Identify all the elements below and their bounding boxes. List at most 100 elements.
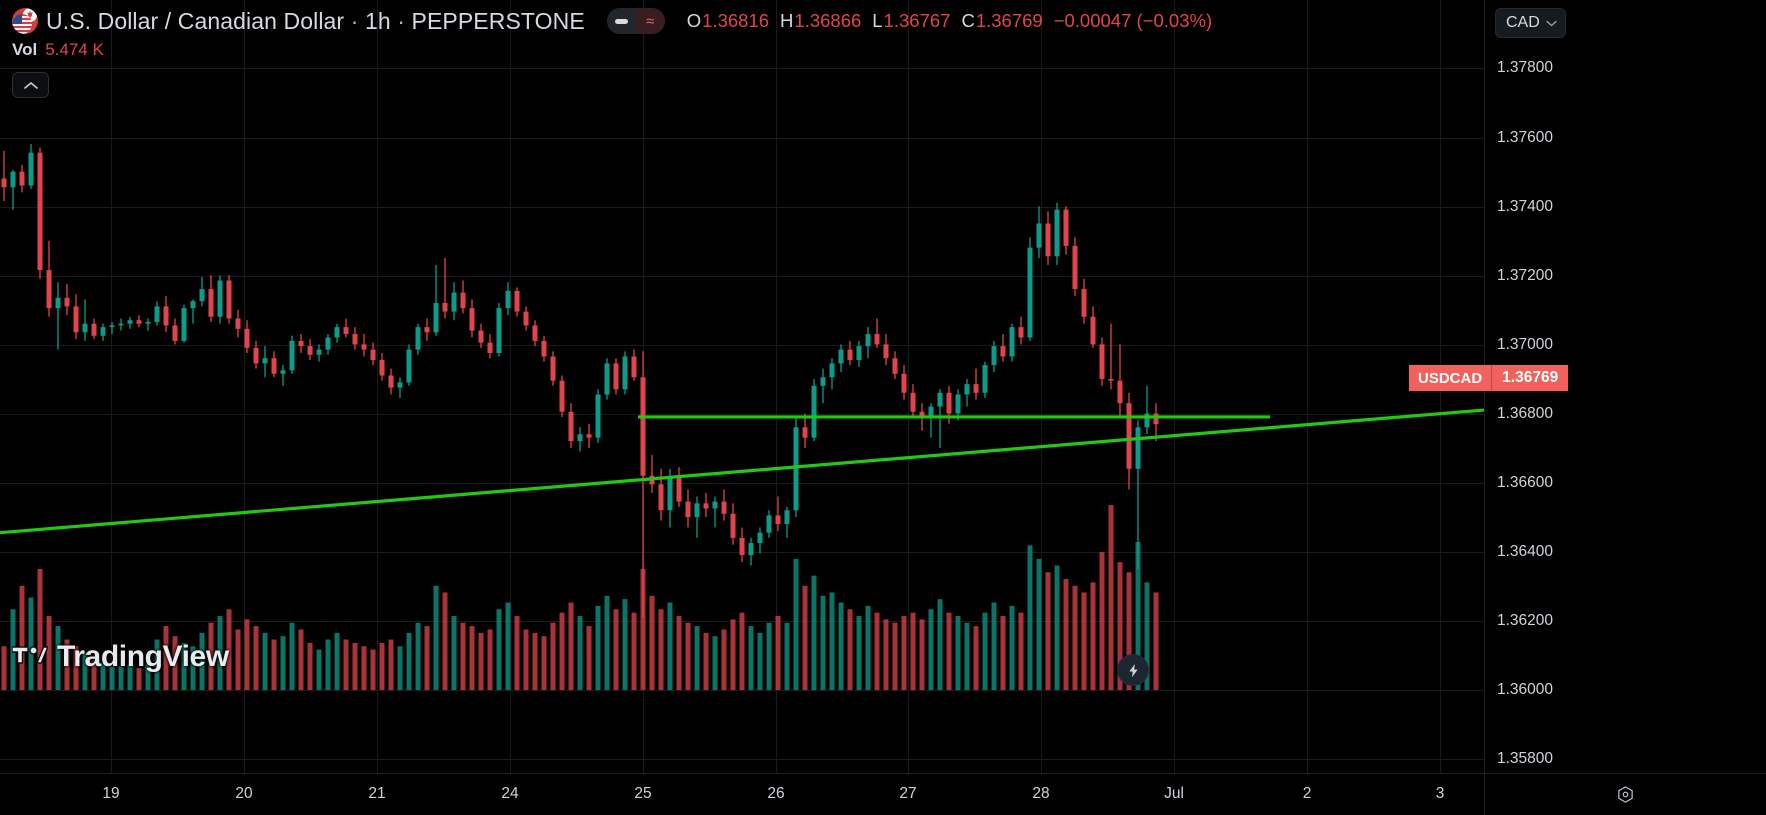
candle-body — [442, 302, 448, 312]
candle-body — [1117, 380, 1123, 404]
volume-bar — [910, 612, 916, 690]
candle-body — [1090, 316, 1096, 345]
volume-bar — [226, 609, 232, 690]
volume-bar — [721, 629, 727, 690]
candle-body — [658, 484, 664, 511]
price-axis[interactable]: CAD 1.37800 1.37600 1.37400 1.37200 1.37000 1… — [1409, 0, 1766, 773]
candle-body — [460, 292, 466, 309]
currency-selector[interactable]: CAD — [1495, 8, 1566, 38]
volume-bar — [163, 626, 169, 690]
volume-bar — [802, 585, 808, 690]
candle-body — [145, 321, 151, 324]
volume-bar — [649, 595, 655, 690]
price-tick-label: 1.37200 — [1497, 267, 1554, 284]
candle-body — [37, 152, 43, 271]
candle-body — [1081, 289, 1087, 317]
candle-body — [928, 406, 934, 417]
time-tick-label: 28 — [1032, 785, 1050, 802]
volume-bar — [766, 622, 772, 690]
trendline[interactable] — [0, 408, 1484, 535]
volume-bar — [667, 602, 673, 690]
volume-bar — [433, 585, 439, 690]
volume-bar — [694, 626, 700, 690]
volume-bar — [253, 626, 259, 690]
volume-bar — [811, 575, 817, 690]
volume-bar — [1144, 582, 1150, 690]
volume-bar — [154, 639, 160, 690]
drawing-annotations[interactable] — [0, 408, 1484, 535]
volume-bar — [478, 632, 484, 690]
candle-body — [838, 349, 844, 364]
candle-body — [910, 392, 916, 412]
chevron-up-icon — [23, 81, 38, 89]
candle-body — [820, 377, 826, 386]
volume-bar — [496, 609, 502, 690]
candle-body — [325, 337, 331, 350]
candle-body — [307, 346, 313, 355]
volume-bar — [1126, 572, 1132, 690]
candle-body — [802, 427, 808, 438]
volume-bar — [1135, 542, 1141, 690]
price-tick-label: 1.36800 — [1497, 405, 1554, 422]
currency-label: CAD — [1506, 14, 1540, 31]
grid-line-horizontal — [0, 414, 1484, 415]
candle-body — [1036, 223, 1042, 248]
volume-bar — [964, 622, 970, 690]
price-tick-label: 1.37800 — [1497, 59, 1554, 76]
candle-body — [19, 171, 25, 186]
chart-plot-area[interactable] — [0, 0, 1484, 773]
candle-body — [1054, 209, 1060, 257]
volume-bar — [1072, 585, 1078, 690]
candle-body — [46, 270, 52, 309]
candle-body — [424, 327, 430, 333]
volume-bar — [325, 639, 331, 690]
candle-body — [676, 477, 682, 502]
volume-bar — [19, 585, 25, 690]
axis-settings-button[interactable] — [1484, 773, 1766, 815]
volume-bar — [64, 639, 70, 690]
volume-bar — [856, 616, 862, 690]
volume-bar — [829, 592, 835, 690]
candle-body — [118, 323, 124, 326]
volume-bar — [415, 622, 421, 690]
grid-line-vertical — [244, 0, 245, 773]
candle-body — [262, 358, 268, 364]
last-price-symbol: USDCAD — [1409, 365, 1492, 391]
volume-bar — [298, 629, 304, 690]
last-price-tag[interactable]: USDCAD 1.36769 — [1409, 365, 1569, 391]
volume-bar — [577, 616, 583, 690]
candle-body — [361, 344, 367, 350]
price-tick-label: 1.37600 — [1497, 129, 1554, 146]
volume-bar — [208, 622, 214, 690]
candle-body — [172, 325, 178, 341]
volume-bar — [631, 612, 637, 690]
collapse-legend-button[interactable] — [12, 72, 49, 98]
volume-bar — [514, 616, 520, 690]
volume-bar — [757, 632, 763, 690]
candle-body — [379, 359, 385, 376]
candle-body — [685, 501, 691, 518]
volume-histogram — [1, 505, 1159, 690]
time-axis[interactable]: 19 20 21 24 25 26 27 28 Jul 2 3 — [0, 773, 1766, 815]
candle-body — [892, 358, 898, 374]
replay-bolt-button[interactable] — [1118, 655, 1148, 685]
candle-group — [1, 144, 1159, 618]
grid-line-vertical — [1041, 0, 1042, 773]
time-tick-label: 3 — [1435, 785, 1445, 802]
volume-bar — [901, 616, 907, 690]
price-tick-label: 1.36200 — [1497, 612, 1554, 629]
candle-body — [154, 306, 160, 322]
candle-body — [370, 349, 376, 360]
volume-bar — [568, 602, 574, 690]
volume-bar — [685, 622, 691, 690]
candle-body — [298, 340, 304, 347]
candle-body — [397, 382, 403, 388]
candle-body — [523, 311, 529, 326]
volume-bar — [316, 649, 322, 690]
candle-body — [694, 503, 700, 518]
volume-bar — [1090, 582, 1096, 690]
volume-bar — [487, 629, 493, 690]
volume-bar — [307, 642, 313, 690]
candle-body — [505, 290, 511, 309]
volume-bar — [1054, 565, 1060, 690]
